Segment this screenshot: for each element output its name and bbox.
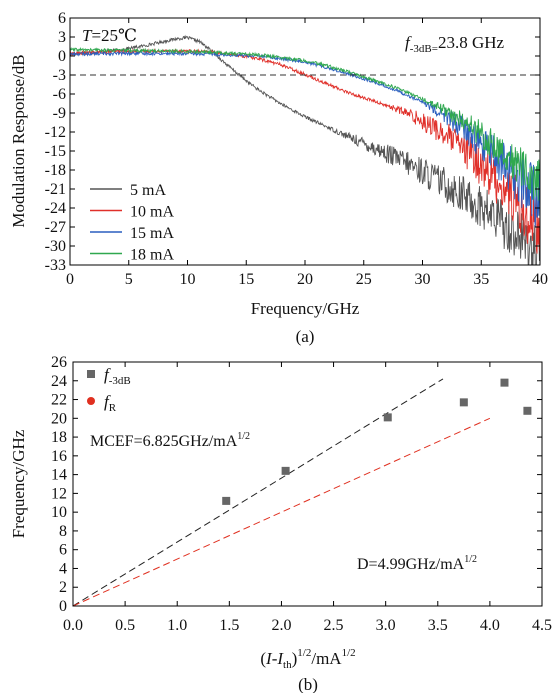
- a-x-tick-label: 20: [297, 271, 313, 288]
- b-y-tick-label: 24: [51, 373, 67, 390]
- b-data-points: [222, 378, 532, 505]
- b-x-tick-label: 0.0: [63, 617, 83, 634]
- b-legend-marker: [87, 397, 95, 405]
- b-legend: f-3dB fR: [87, 365, 131, 414]
- panel-b: 0.0 0.5 1.0 1.5 2.0 2.5 3.0 3.5 4.0 4.50246810121…: [9, 354, 552, 693]
- b-y-tick-label: 6: [59, 542, 67, 559]
- b-x-tick-label: 1.0: [167, 617, 187, 634]
- b-x-tick-label: 2.0: [271, 617, 291, 634]
- a-legend: 5 mA 10 mA 15 mA 18 mA: [90, 182, 174, 264]
- a-x-axis-title: Frequency/GHz: [251, 299, 360, 318]
- a-x-tick-label: 10: [180, 271, 196, 288]
- a-y-tick-label: -27: [45, 219, 66, 236]
- b-x-tick-label: 4.0: [480, 617, 500, 634]
- b-fit-line: [73, 417, 491, 606]
- a-series-line: [70, 50, 540, 228]
- b-annotation-mcef: MCEF=6.825GHz/mA1/2: [90, 431, 250, 450]
- b-y-tick-label: 16: [51, 448, 67, 465]
- b-data-point: [500, 378, 509, 387]
- a-ticks: 0 5 10 15 20 25 30 35 40630-3-6-9-12-15-18-21-24…: [45, 10, 548, 288]
- a-y-tick-label: -9: [53, 105, 66, 122]
- b-y-tick-label: 4: [59, 560, 67, 577]
- b-annotation-d: D=4.99GHz/mA1/2: [357, 554, 477, 573]
- a-y-tick-label: -30: [45, 238, 66, 255]
- a-y-tick-label: -24: [45, 200, 66, 217]
- b-legend-marker: [87, 370, 95, 378]
- b-x-tick-label: 4.5: [532, 617, 552, 634]
- a-y-tick-label: -3: [53, 67, 66, 84]
- b-x-tick-label: 2.5: [324, 617, 344, 634]
- b-x-tick-label: 3.5: [428, 617, 448, 634]
- b-fit-lines: [73, 378, 491, 606]
- a-series-line: [70, 34, 540, 265]
- a-x-tick-label: 40: [532, 271, 548, 288]
- a-series-line: [70, 48, 540, 254]
- b-y-axis-title: Frequency/GHz: [9, 429, 28, 538]
- b-y-tick-label: 2: [59, 579, 67, 596]
- b-x-tick-label: 3.0: [376, 617, 396, 634]
- a-y-tick-label: 3: [58, 29, 66, 46]
- b-fit-line: [73, 378, 444, 606]
- b-data-point: [222, 496, 231, 505]
- a-x-tick-label: 35: [473, 271, 489, 288]
- a-y-tick-label: -6: [53, 86, 66, 103]
- a-x-tick-label: 15: [238, 271, 254, 288]
- a-x-tick-label: 30: [415, 271, 431, 288]
- b-y-tick-label: 10: [51, 504, 67, 521]
- a-y-tick-label: 0: [58, 48, 66, 65]
- panel-a: 0 5 10 15 20 25 30 35 40630-3-6-9-12-15-18-21-24…: [9, 10, 548, 346]
- b-y-tick-label: 18: [51, 429, 67, 446]
- b-y-tick-label: 0: [59, 598, 67, 615]
- b-y-tick-label: 12: [51, 485, 67, 502]
- b-data-point: [383, 413, 392, 422]
- a-y-tick-label: -21: [45, 181, 66, 198]
- b-axes-frame: [72, 361, 543, 607]
- a-legend-label: 5 mA: [130, 182, 166, 199]
- a-legend-label: 15 mA: [130, 225, 174, 242]
- a-annotation-f3db: f-3dB=23.8 GHz: [405, 33, 505, 55]
- a-y-tick-label: 6: [58, 10, 66, 27]
- b-data-point: [281, 466, 290, 475]
- b-y-tick-label: 20: [51, 410, 67, 427]
- b-y-tick-label: 14: [51, 467, 67, 484]
- a-x-tick-label: 0: [66, 271, 74, 288]
- b-y-tick-label: 22: [51, 392, 67, 409]
- a-y-tick-label: -33: [45, 257, 66, 274]
- b-panel-label: (b): [298, 675, 318, 693]
- a-y-tick-label: -15: [45, 143, 66, 160]
- a-y-tick-label: -12: [45, 124, 66, 141]
- b-legend-label: f-3dB: [104, 365, 131, 387]
- b-ticks: 0.0 0.5 1.0 1.5 2.0 2.5 3.0 3.5 4.0 4.50246810121…: [51, 354, 552, 634]
- a-legend-label: 10 mA: [130, 204, 174, 221]
- b-y-tick-label: 26: [51, 354, 67, 371]
- a-series-line: [70, 46, 540, 201]
- b-x-axis-title: (I-Ith)1/2/mA1/2: [260, 647, 355, 671]
- b-x-tick-label: 1.5: [219, 617, 239, 634]
- a-x-tick-label: 5: [125, 271, 133, 288]
- b-legend-label: fR: [104, 392, 117, 414]
- a-y-axis-title: Modulation Response/dB: [9, 54, 28, 227]
- a-y-tick-label: -18: [45, 162, 66, 179]
- a-panel-label: (a): [296, 327, 315, 346]
- a-legend-label: 18 mA: [130, 247, 174, 264]
- b-y-tick-label: 8: [59, 523, 67, 540]
- b-x-tick-label: 0.5: [115, 617, 135, 634]
- b-data-point: [459, 398, 468, 407]
- b-data-point: [523, 406, 532, 415]
- a-x-tick-label: 25: [356, 271, 372, 288]
- a-annotation-temperature: T=25℃: [82, 26, 137, 45]
- a-plot-area: [70, 34, 540, 265]
